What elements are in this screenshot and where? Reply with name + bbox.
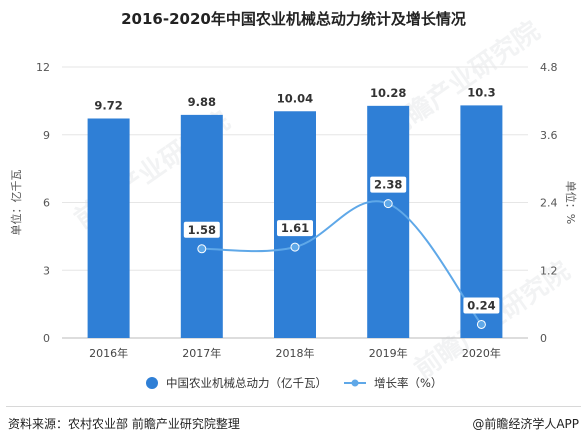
growth-point xyxy=(476,319,486,329)
legend-line-marker xyxy=(351,379,359,387)
x-tick-label: 2018年 xyxy=(276,346,315,360)
y2-tick-label: 3.6 xyxy=(540,129,558,142)
y-tick-label: 6 xyxy=(43,197,50,210)
growth-value-label: 1.58 xyxy=(188,223,216,237)
growth-point xyxy=(197,244,207,254)
growth-line xyxy=(201,200,483,326)
bar-value-label: 10.28 xyxy=(370,86,406,100)
y-tick-label: 9 xyxy=(43,129,50,142)
growth-label-bg xyxy=(183,221,220,238)
y2-tick-label: 1.2 xyxy=(540,264,558,277)
x-tick-label: 2016年 xyxy=(89,346,128,360)
y2-tick-label: 0 xyxy=(540,332,547,345)
y-axis-label: 单位：亿千瓦 xyxy=(9,170,23,236)
credit-note: @前瞻经济学人APP xyxy=(472,417,579,431)
growth-value-label: 1.61 xyxy=(281,221,309,235)
growth-label-bg xyxy=(370,176,407,193)
growth-label-bg xyxy=(463,297,500,314)
y-tick-label: 0 xyxy=(43,332,50,345)
x-tick-label: 2020年 xyxy=(462,346,501,360)
bar xyxy=(367,105,410,339)
legend-line-label: 增长率（%） xyxy=(374,376,442,390)
growth-value-label: 2.38 xyxy=(374,178,402,192)
bar-value-label: 9.88 xyxy=(188,95,216,109)
growth-label-bg xyxy=(277,220,313,237)
x-tick-label: 2019年 xyxy=(369,346,408,360)
y-tick-label: 12 xyxy=(36,61,50,74)
source-note: 资料来源：农村农业部 前瞻产业研究院整理 xyxy=(8,417,240,431)
y2-tick-label: 2.4 xyxy=(540,197,558,210)
legend-bar-swatch xyxy=(146,377,158,389)
footer-divider xyxy=(6,406,581,407)
growth-value-label: 0.24 xyxy=(467,298,495,312)
y-tick-label: 3 xyxy=(43,264,50,277)
bar-value-label: 10.3 xyxy=(467,85,495,99)
y2-axis-label: 单位：% xyxy=(564,181,578,224)
chart: 0 3 6 9 12 0 1.2 2.4 3.6 4.8 单位：亿千瓦 单位：% 9.72 9.88 10.… xyxy=(9,61,578,390)
chart-title: 2016-2020年中国农业机械总动力统计及增长情况 xyxy=(121,10,466,28)
growth-point xyxy=(290,242,300,252)
bar-value-label: 9.72 xyxy=(94,98,122,112)
legend-bar-label: 中国农业机械总动力（亿千瓦） xyxy=(166,376,327,390)
bar-value-label: 10.04 xyxy=(277,91,313,105)
x-tick-label: 2017年 xyxy=(182,346,221,360)
growth-point xyxy=(383,199,393,209)
bar xyxy=(87,118,130,339)
y2-tick-label: 4.8 xyxy=(540,61,558,74)
